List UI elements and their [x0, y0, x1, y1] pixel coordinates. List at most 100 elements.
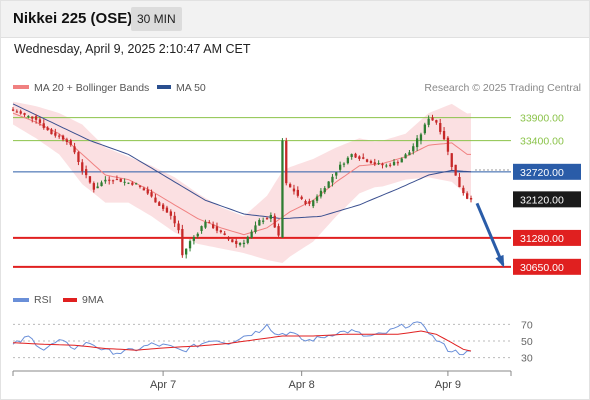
rsi-line [12, 321, 472, 356]
x-tick-label: Apr 8 [289, 379, 315, 391]
candle-body [335, 172, 338, 176]
candle-body [15, 111, 18, 113]
candle-body [423, 124, 426, 134]
level-label: 33400.00 [520, 136, 564, 148]
candle-body [192, 237, 195, 241]
ma50-legend-label: MA 50 [176, 82, 206, 94]
forecast-arrow-shaft [475, 202, 505, 266]
candle-body [427, 118, 430, 125]
copyright-text: Research © 2025 Trading Central [424, 82, 581, 94]
rsi-ma-legend-swatch [63, 298, 77, 302]
candle-body [396, 162, 399, 164]
bollinger-band [13, 101, 471, 263]
candle-body [258, 220, 261, 226]
chart-header: Nikkei 225 (OSE) 30 MIN [1, 1, 589, 38]
candle-body [246, 236, 249, 243]
timestamp: Wednesday, April 9, 2025 2:10:47 AM CET [14, 42, 251, 56]
candle-body [77, 152, 80, 162]
candle-body [212, 224, 215, 229]
candle-body [431, 117, 434, 121]
candle-body [196, 233, 199, 237]
candle-body [265, 218, 269, 220]
candle-body [235, 240, 238, 244]
candle-body [100, 182, 103, 187]
ma20-line [12, 112, 471, 236]
candle-body [104, 179, 107, 182]
level-label: 30650.00 [520, 262, 564, 274]
candle-body [138, 185, 142, 187]
candle-body [404, 154, 407, 159]
candle-body [96, 186, 99, 189]
candle-body [23, 113, 26, 115]
candle-body [219, 230, 222, 233]
candle-body [81, 162, 84, 172]
candle-body [300, 196, 303, 199]
candle-body [31, 116, 34, 119]
candle-body [119, 178, 122, 182]
candle-body [331, 176, 334, 183]
candle-body [92, 183, 95, 190]
candle-body [242, 242, 246, 244]
candle-body [304, 201, 307, 204]
candle-body [50, 129, 53, 135]
candle-body [346, 157, 349, 164]
candle-body [458, 177, 461, 188]
candle-body [408, 152, 411, 156]
candle-body [308, 201, 311, 204]
candle-body [85, 169, 88, 176]
candle-body [289, 184, 292, 188]
candle-body [277, 226, 280, 236]
candle-body [54, 132, 57, 136]
candle-body [327, 181, 330, 188]
candle-body [185, 248, 188, 255]
candle-body [231, 239, 234, 243]
candle-body [173, 215, 176, 224]
candle-body [416, 138, 419, 148]
level-label: 33900.00 [520, 113, 564, 125]
candle-body [58, 135, 61, 137]
candle-body [315, 196, 319, 201]
level-label: 32120.00 [520, 194, 564, 206]
candle-body [61, 135, 65, 140]
candle-body [466, 193, 469, 199]
candle-body [362, 157, 365, 159]
candle-body [162, 204, 165, 209]
candle-body [65, 139, 68, 142]
candle-body [358, 156, 361, 159]
candle-body [169, 211, 172, 216]
candle-body [323, 188, 326, 193]
timeframe-button[interactable]: 30 MIN [131, 7, 182, 31]
ma50-line [12, 103, 472, 220]
candle-body [131, 182, 134, 185]
candle-body [46, 127, 49, 131]
candle-body [208, 222, 211, 224]
candle-body [385, 165, 388, 167]
candle-body [312, 200, 315, 207]
candle-body [111, 180, 115, 182]
x-tick-label: Apr 7 [150, 379, 176, 391]
rsi-ma-legend-label: 9MA [82, 294, 104, 306]
ma20-legend-swatch [13, 85, 29, 89]
candle-body [262, 220, 265, 222]
candle-body [400, 158, 403, 163]
candle-body [350, 154, 353, 157]
rsi-level-label: 50 [521, 336, 533, 348]
candle-body [419, 134, 423, 141]
level-label-bg [513, 258, 581, 275]
candle-body [158, 202, 161, 206]
candle-body [369, 161, 373, 164]
candle-body [381, 163, 384, 166]
candle-body [365, 159, 369, 162]
level-label: 32720.00 [520, 167, 564, 179]
candle-body [296, 189, 299, 196]
rsi-legend-swatch [13, 298, 29, 302]
candle-body [354, 153, 357, 158]
candle-body [181, 229, 184, 256]
candle-body [27, 115, 30, 117]
candle-body [454, 164, 457, 176]
candle-body [142, 188, 145, 191]
candle-body [469, 198, 473, 200]
candle-body [319, 190, 323, 197]
candle-body [69, 140, 72, 145]
